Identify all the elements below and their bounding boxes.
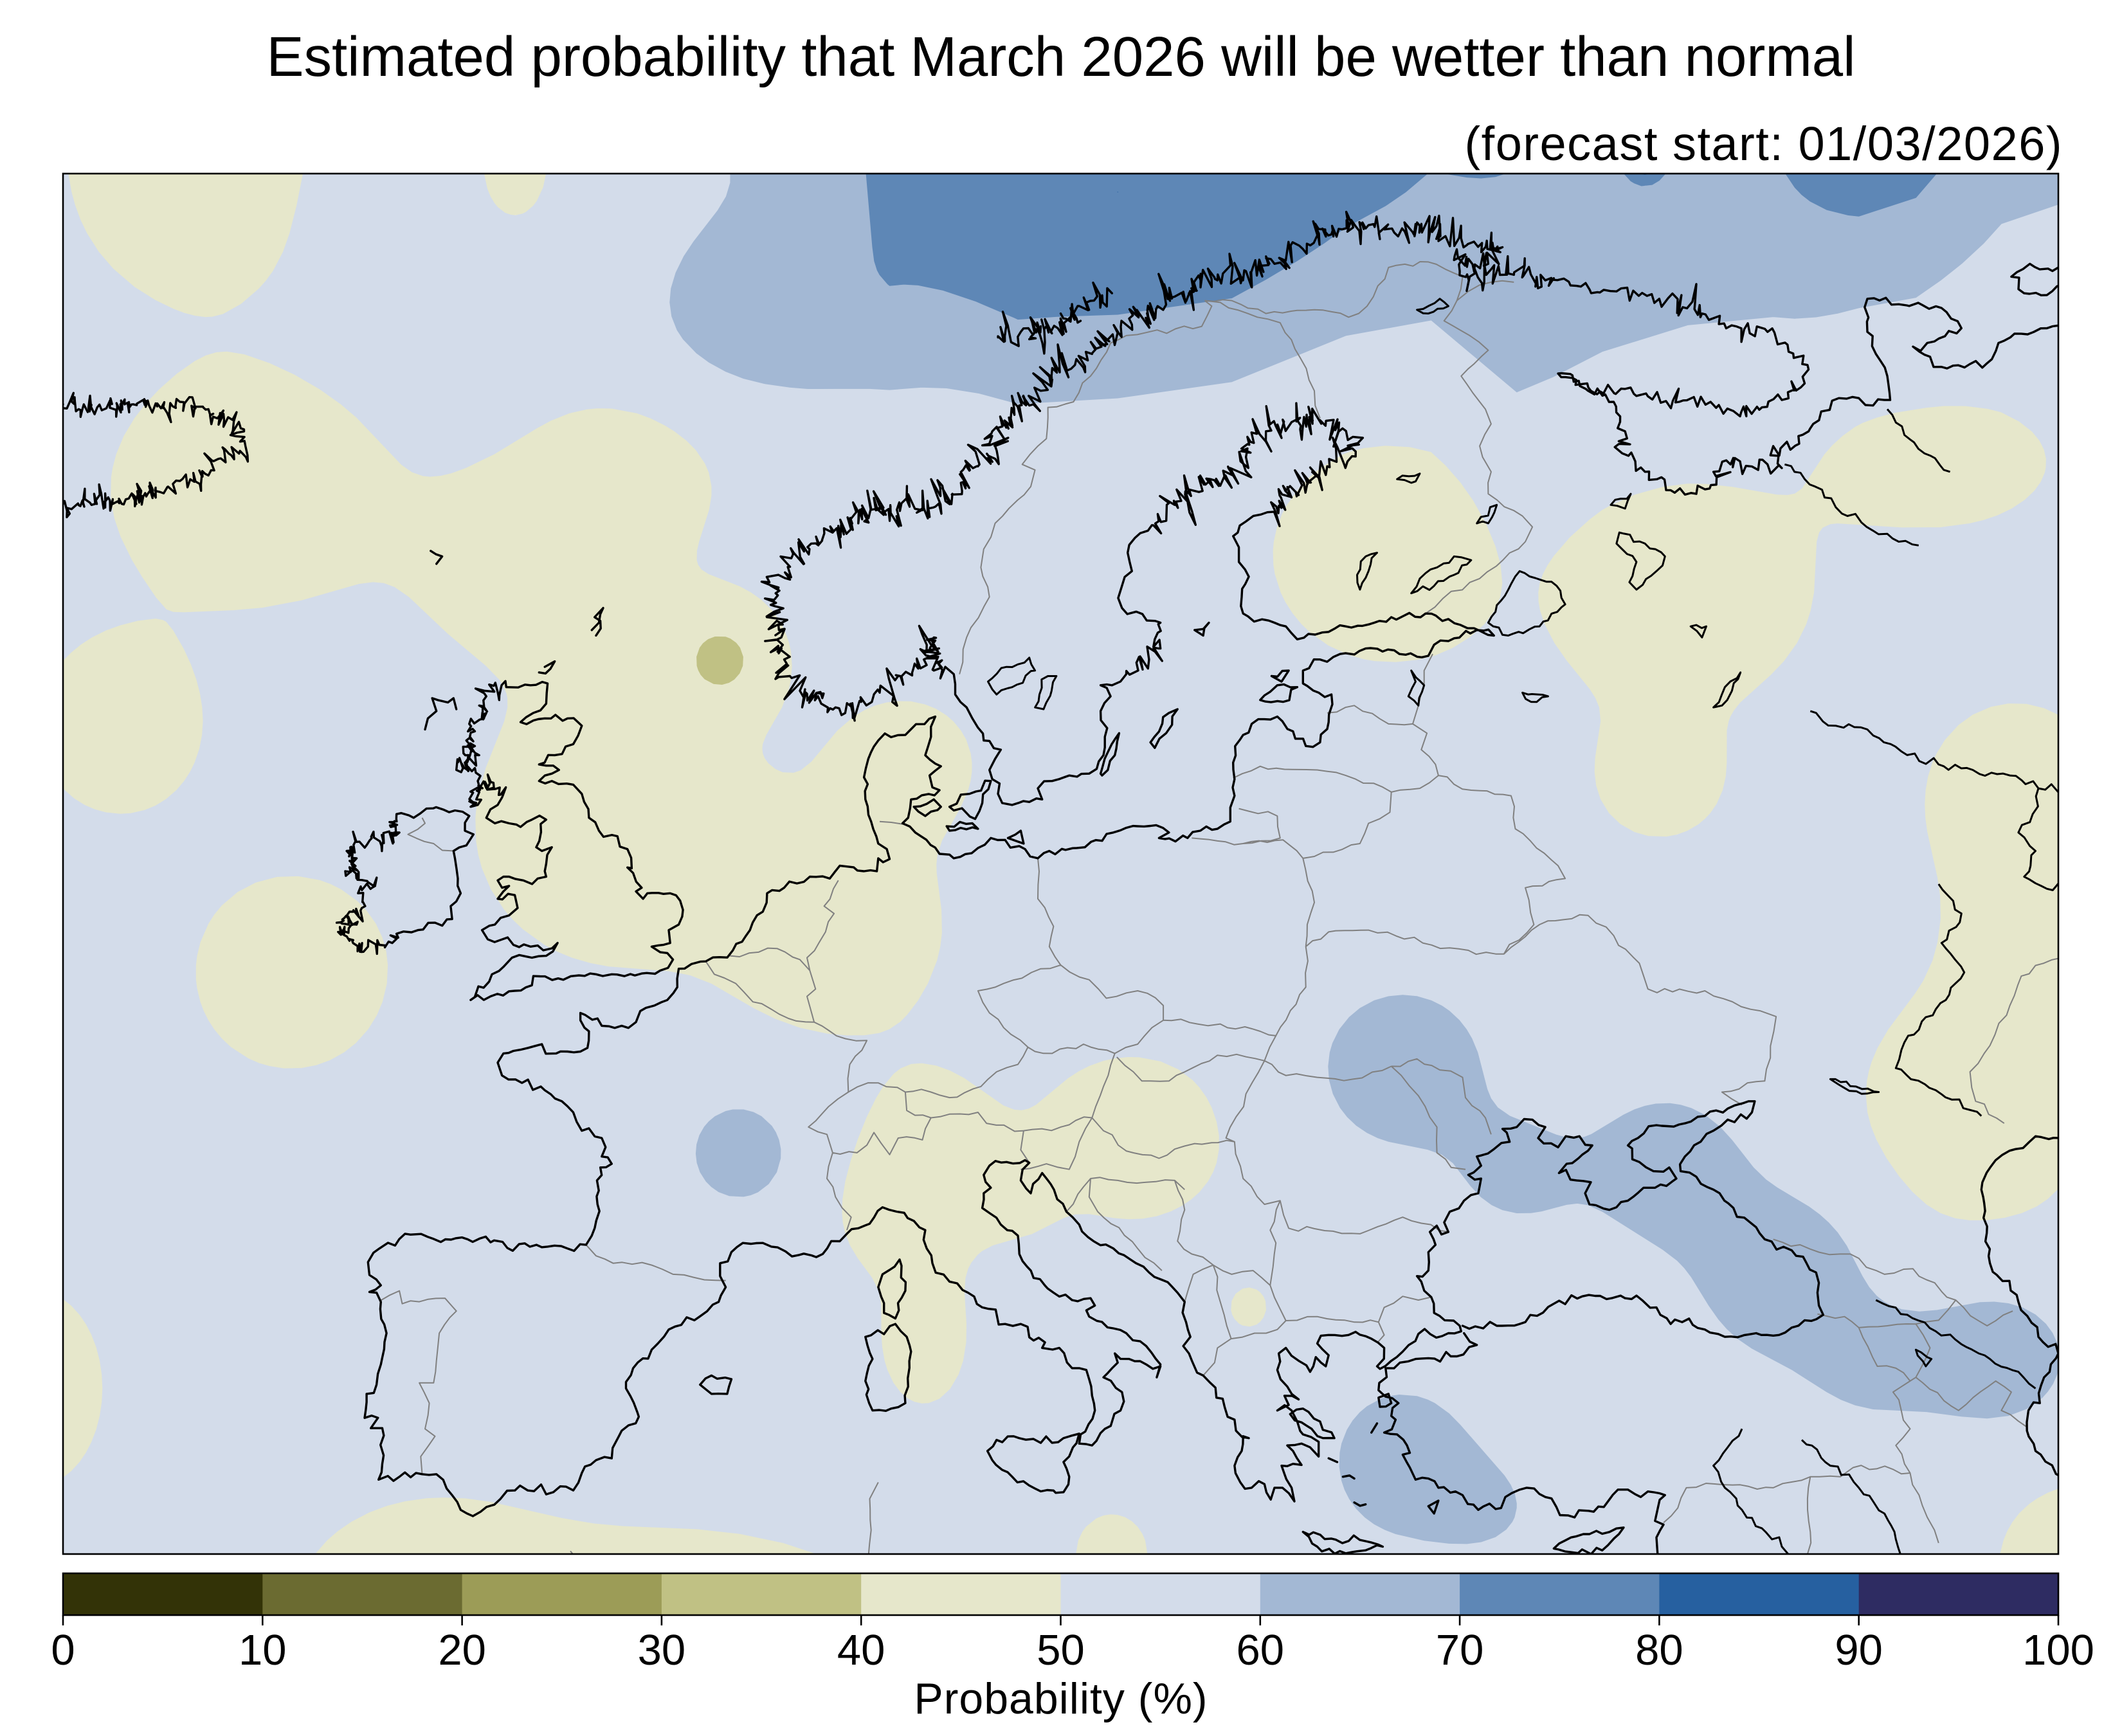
svg-text:Estimated probability that Mar: Estimated probability that March 2026 wi… (266, 26, 1855, 88)
svg-text:10: 10 (239, 1626, 287, 1674)
svg-text:60: 60 (1237, 1626, 1285, 1674)
svg-text:(forecast start: 01/03/2026): (forecast start: 01/03/2026) (1465, 117, 2063, 170)
svg-text:70: 70 (1436, 1626, 1484, 1674)
svg-text:50: 50 (1037, 1626, 1085, 1674)
svg-text:80: 80 (1635, 1626, 1683, 1674)
svg-text:100: 100 (2022, 1626, 2094, 1674)
svg-text:0: 0 (51, 1626, 75, 1674)
svg-text:90: 90 (1835, 1626, 1883, 1674)
svg-text:Probability (%): Probability (%) (914, 1674, 1208, 1723)
svg-text:20: 20 (438, 1626, 486, 1674)
svg-text:40: 40 (837, 1626, 885, 1674)
svg-text:30: 30 (638, 1626, 686, 1674)
